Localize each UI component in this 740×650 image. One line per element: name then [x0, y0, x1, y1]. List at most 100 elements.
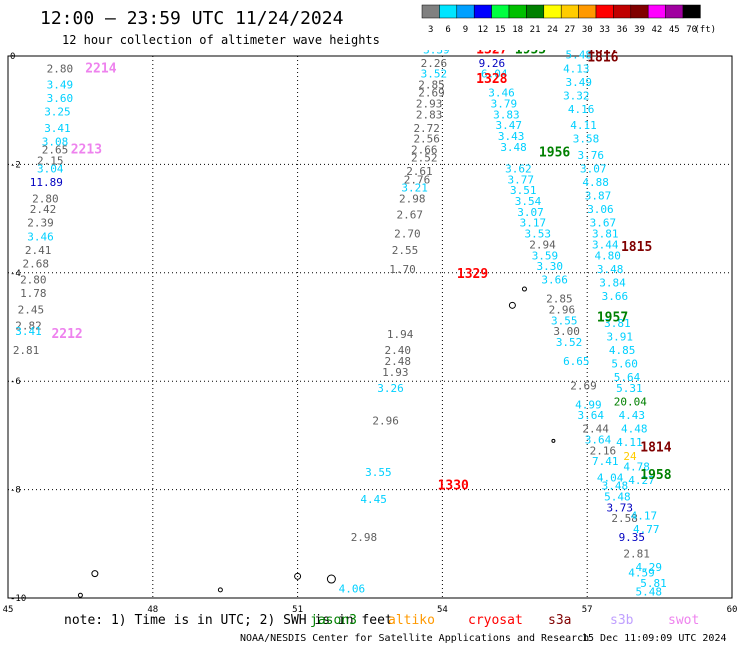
wave-height-value: 3.44	[592, 238, 619, 251]
wave-height-value: 2.44	[582, 423, 609, 436]
scale-label: 45	[669, 25, 680, 35]
wave-height-value: 24	[623, 450, 637, 463]
satellite-legend-item: jason3	[310, 613, 357, 628]
wave-height-value: 3.76	[578, 149, 605, 162]
scale-label: 30	[582, 25, 593, 35]
page-title: 12:00 — 23:59 UTC 11/24/2024	[40, 8, 344, 29]
scale-label: 42	[651, 25, 662, 35]
wave-height-value: 2.81	[13, 344, 40, 357]
wave-height-value: 3.17	[520, 217, 547, 230]
wave-height-value: 3.64	[578, 409, 605, 422]
track-pass-label: 1330	[438, 479, 469, 494]
wave-height-value: 7.41	[592, 455, 619, 468]
track-pass-label: 1817	[587, 50, 618, 57]
wave-height-value: 4.88	[582, 176, 609, 189]
satellite-legend-item: s3a	[548, 613, 572, 628]
credit-text: NOAA/NESDIS Center for Satellite Applica…	[240, 633, 590, 644]
wave-height-value: 3.73	[607, 501, 634, 514]
wave-height-value: 5.48	[565, 50, 592, 62]
wave-height-value: 3.43	[498, 130, 525, 143]
page-subtitle: 12 hour collection of altimeter wave hei…	[62, 33, 380, 47]
wave-height-map: 45 48 51 54 57 600-2-4-6-8-102.803.493.603.25…	[3, 50, 738, 615]
wave-height-value: 3.77	[508, 173, 535, 186]
scale-swatch	[595, 4, 614, 19]
wave-height-value: 6.65	[563, 355, 590, 368]
wave-height-value: 2.83	[416, 108, 443, 121]
scale-swatch	[665, 4, 684, 19]
track-pass-label: 1329	[457, 267, 488, 282]
wave-height-value: 2.82	[15, 320, 41, 333]
wave-height-value: 3.58	[573, 133, 600, 146]
track-pass-label: 1955	[515, 50, 546, 57]
y-tick-label: -4	[10, 269, 21, 279]
wave-height-value: 4.59	[628, 566, 655, 579]
scale-label: 6	[445, 25, 450, 35]
wave-height-value: 3.91	[607, 331, 634, 344]
satellite-legend-item: altiko	[388, 613, 435, 628]
x-tick-label: 54	[437, 605, 448, 615]
track-pass-label: 1957	[597, 311, 628, 326]
track-pass-label: 2213	[71, 143, 102, 158]
scale-swatch	[560, 4, 579, 19]
wave-height-value: 20.04	[614, 396, 647, 409]
wave-height-value: 2.69	[570, 379, 597, 392]
y-tick-label: -2	[10, 160, 21, 170]
wave-height-value: 4.16	[568, 103, 595, 116]
wave-height-value: 4.78	[623, 461, 650, 474]
wave-height-value: 2.93	[416, 97, 443, 110]
wave-height-value: 4.99	[575, 398, 602, 411]
wave-height-value: 3.48	[500, 141, 527, 154]
wave-height-value: 3.62	[505, 163, 532, 176]
wave-height-value: 1.93	[382, 366, 409, 379]
wave-height-value: 3.47	[495, 119, 522, 132]
footer-note: note: 1) Time is in UTC; 2) SWH is in fe…	[64, 613, 393, 628]
wave-height-value: 2.15	[37, 154, 64, 167]
scale-swatch	[491, 4, 510, 19]
wave-height-value: 2.66	[411, 144, 438, 157]
wave-height-value: 3.48	[602, 480, 629, 493]
scale-label: 36	[617, 25, 628, 35]
scale-swatch	[456, 4, 475, 19]
y-tick-label: -10	[10, 594, 26, 604]
scale-swatch	[473, 4, 492, 19]
scale-label: 15	[495, 25, 506, 35]
wave-height-value: 3.46	[488, 87, 514, 100]
island-outline	[294, 572, 302, 580]
scale-swatch	[526, 4, 545, 19]
wave-height-value: 4.77	[633, 523, 660, 536]
wave-height-value: 2.94	[529, 238, 556, 251]
wave-height-value: 3.21	[401, 182, 428, 195]
scale-swatch	[421, 4, 440, 19]
scale-swatch	[613, 4, 632, 19]
wave-height-value: 4.17	[631, 509, 658, 522]
wave-height-value: 3.59	[532, 249, 559, 262]
wave-height-value: 4.11	[616, 436, 643, 449]
satellite-legend-item: cryosat	[468, 613, 523, 628]
wave-height-value: 2.16	[590, 444, 617, 457]
island-outline	[77, 592, 83, 598]
wave-height-value: 3.25	[44, 106, 70, 119]
scale-unit: (ft)	[694, 25, 716, 35]
wave-height-value: 3.84	[599, 276, 626, 289]
wave-height-value: 11.89	[30, 176, 63, 189]
wave-height-value: 2.48	[384, 355, 411, 368]
wave-height-value: 3.81	[604, 317, 631, 330]
scale-label: 24	[547, 25, 558, 35]
x-tick-label: 45	[3, 605, 14, 615]
x-tick-label: 48	[147, 605, 158, 615]
wave-height-value: 3.41	[15, 325, 41, 338]
island-outline	[521, 286, 527, 292]
wave-height-value: 9.26	[479, 57, 506, 70]
scale-swatch	[543, 4, 562, 19]
wave-height-value: 5.64	[614, 371, 641, 384]
wave-height-value: 3.64	[585, 434, 612, 447]
y-tick-label: -8	[10, 486, 21, 496]
wave-height-value: 2.96	[549, 303, 576, 316]
wave-height-value: 2.80	[47, 62, 74, 75]
wave-height-value: 4.06	[339, 583, 366, 596]
wave-height-value: 2.98	[351, 531, 378, 544]
wave-height-value: 2.45	[18, 303, 45, 316]
wave-height-value: 2.72	[413, 122, 440, 135]
wave-height-value: 3.07	[517, 206, 544, 219]
wave-height-value: 3.60	[47, 92, 74, 105]
